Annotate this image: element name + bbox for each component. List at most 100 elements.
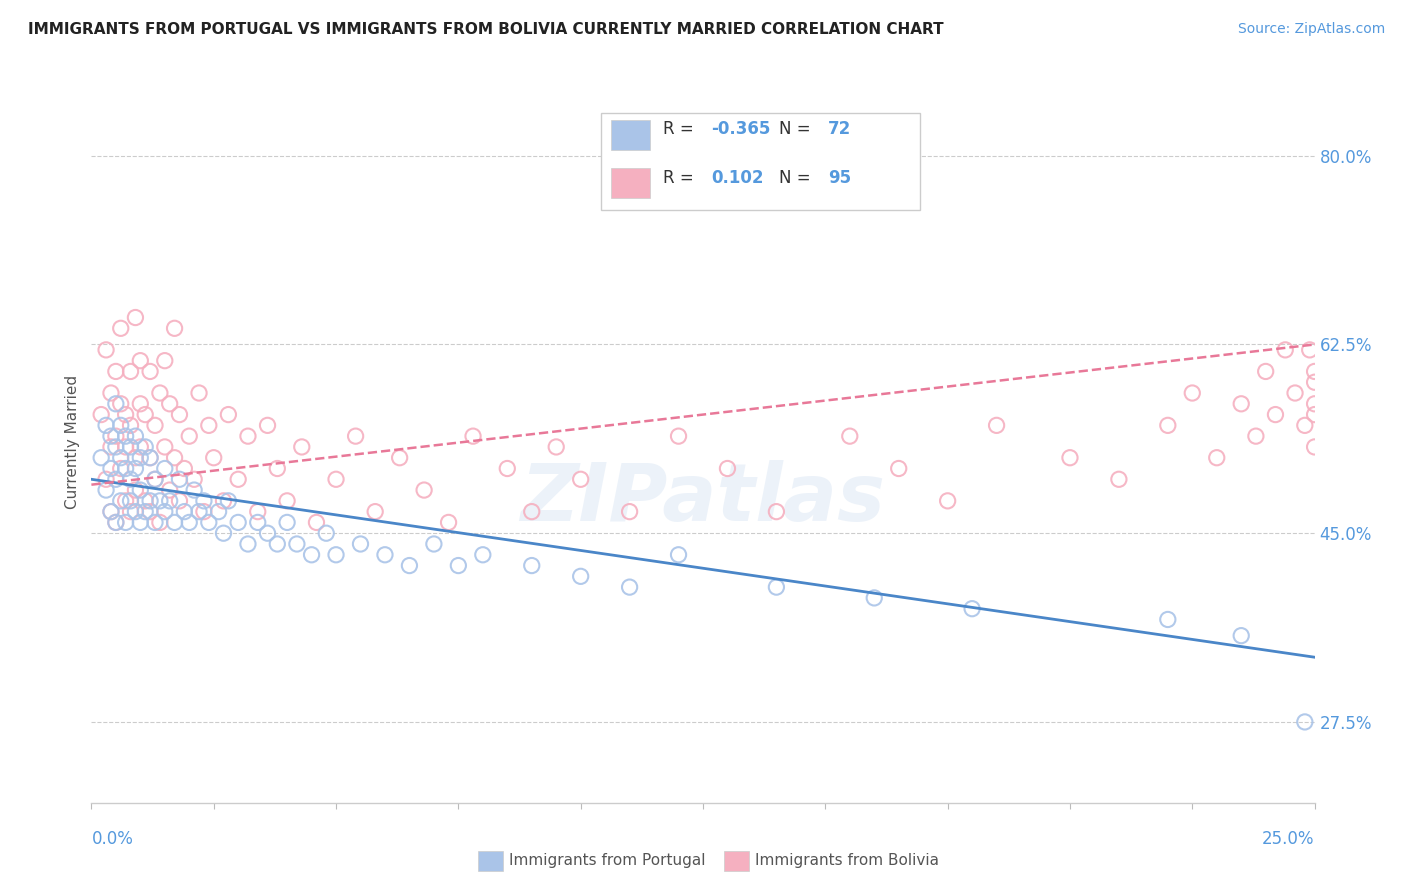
Point [143,472,166,486]
Text: -0.365: -0.365 [711,120,770,138]
Point [325,548,347,562]
Point [179,429,201,443]
Point [374,548,396,562]
Text: R =: R = [662,120,699,138]
Point [90,450,112,465]
Point [1303,397,1326,411]
Point [139,450,162,465]
Point [129,353,152,368]
Point [1157,418,1180,433]
Point [153,461,176,475]
Point [936,493,959,508]
Point [193,493,215,508]
Point [1157,612,1180,626]
Point [668,429,690,443]
Point [173,461,195,475]
Point [159,397,181,411]
Point [129,440,152,454]
Point [246,505,269,519]
Point [124,450,146,465]
Point [173,505,195,519]
Point [149,386,172,401]
Point [104,440,127,454]
Text: N =: N = [779,120,815,138]
Point [94,483,117,497]
Point [198,516,221,530]
Point [217,408,239,422]
Point [120,505,142,519]
Point [447,558,470,573]
Point [388,450,411,465]
FancyBboxPatch shape [602,112,920,211]
Point [159,483,181,497]
Text: Source: ZipAtlas.com: Source: ZipAtlas.com [1237,22,1385,37]
Point [129,516,152,530]
Point [198,418,221,433]
Point [104,429,127,443]
Point [291,440,314,454]
Point [266,461,288,475]
Point [1205,450,1227,465]
Point [114,440,136,454]
Point [986,418,1008,433]
Point [134,505,156,519]
Point [179,516,201,530]
Point [569,472,592,486]
Point [1274,343,1296,357]
Point [100,440,122,454]
Point [202,450,225,465]
Text: IMMIGRANTS FROM PORTUGAL VS IMMIGRANTS FROM BOLIVIA CURRENTLY MARRIED CORRELATIO: IMMIGRANTS FROM PORTUGAL VS IMMIGRANTS F… [28,22,943,37]
Point [1303,408,1326,422]
Point [129,397,152,411]
Point [153,505,176,519]
Point [163,321,186,335]
Point [301,548,323,562]
Point [344,429,367,443]
Point [149,493,172,508]
Point [124,505,146,519]
Point [120,493,142,508]
Point [398,558,420,573]
Point [1299,343,1322,357]
Point [619,505,641,519]
Point [1244,429,1267,443]
Point [104,516,127,530]
Point [765,580,787,594]
Point [124,429,146,443]
Point [104,397,127,411]
Point [169,472,191,486]
Point [226,472,249,486]
Point [104,472,127,486]
Point [1284,386,1306,401]
Point [217,493,239,508]
Point [1303,440,1326,454]
Point [266,537,288,551]
Text: 25.0%: 25.0% [1263,830,1315,847]
Text: 95: 95 [828,169,851,187]
Text: R =: R = [662,169,699,187]
Point [100,429,122,443]
Point [149,516,172,530]
Point [104,364,127,378]
Point [285,537,308,551]
Point [114,461,136,475]
Point [887,461,910,475]
Point [153,440,176,454]
Point [139,364,162,378]
Point [246,516,269,530]
Point [863,591,886,605]
Point [100,505,122,519]
Point [110,493,132,508]
Point [163,516,186,530]
Point [765,505,787,519]
Point [207,505,229,519]
Point [496,461,519,475]
Point [94,343,117,357]
Point [461,429,484,443]
Point [120,472,142,486]
Point [134,493,156,508]
Point [139,493,162,508]
Point [110,450,132,465]
Point [124,461,146,475]
Point [100,505,122,519]
